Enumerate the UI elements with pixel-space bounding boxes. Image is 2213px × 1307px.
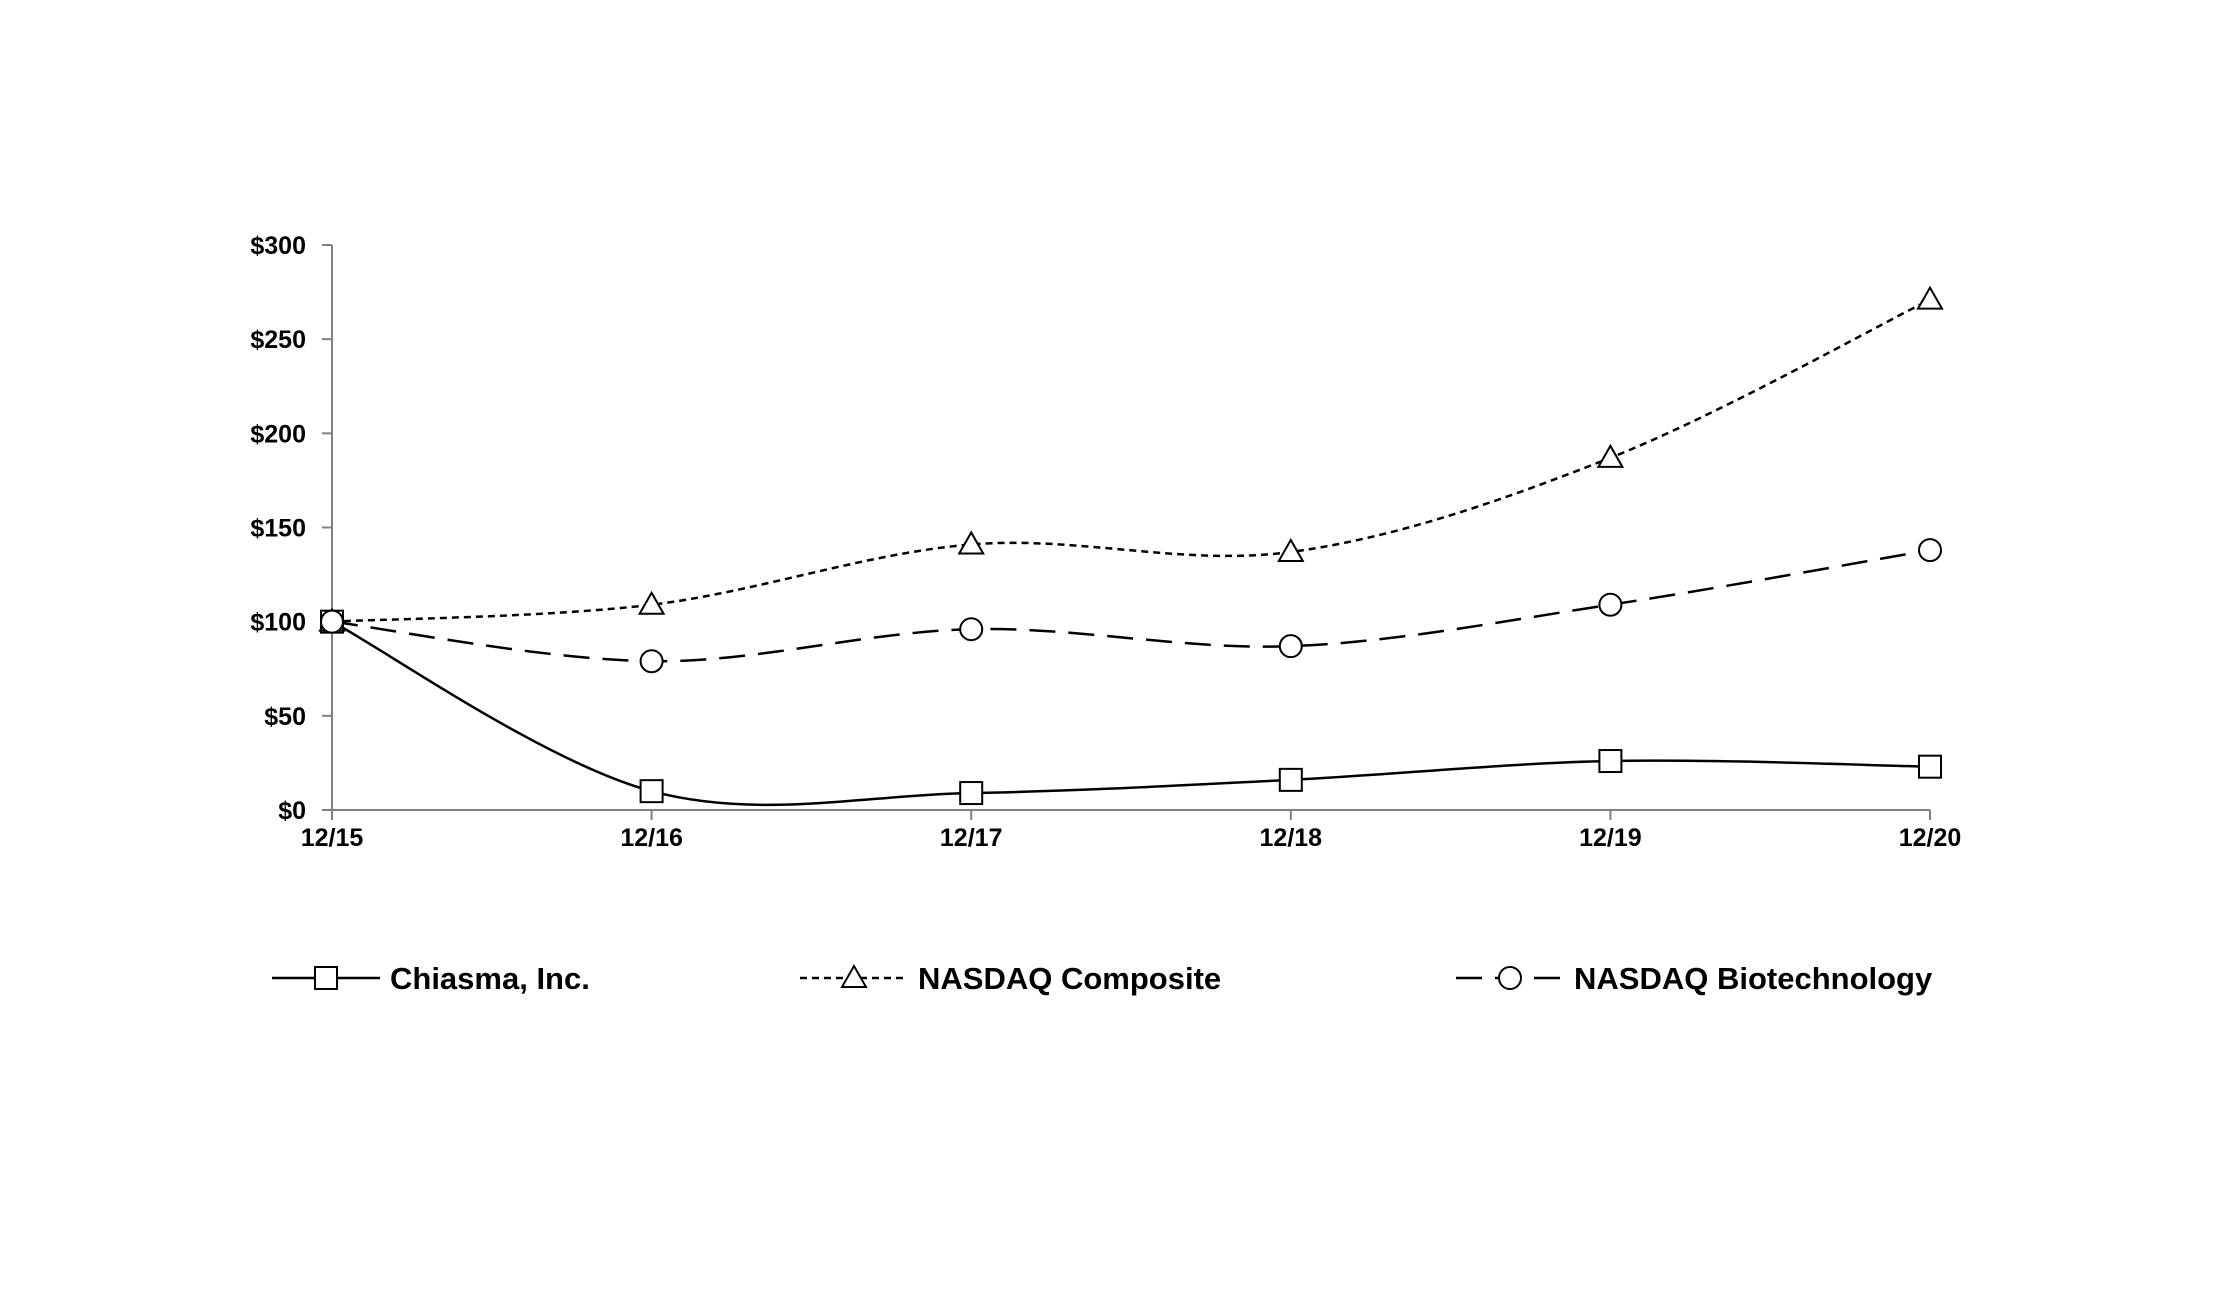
series-line-nasdaq-biotechnology [331, 548, 1931, 663]
point-chiasma-12-20 [1918, 754, 1942, 779]
y-tick-label: $150 [250, 515, 306, 543]
y-tick-label: $50 [264, 703, 306, 731]
point-nasdaq-biotechnology-12-17 [959, 617, 984, 642]
point-chiasma-12-19 [1598, 749, 1623, 774]
point-chiasma-12-18 [1278, 767, 1303, 792]
legend: Chiasma, Inc. NASDAQ Composite NASDAQ Biot… [272, 961, 1933, 996]
point-nasdaq-biotechnology-12-20 [1918, 538, 1942, 563]
x-axis-tick-labels: 12/15 12/16 12/17 12/18 12/19 12/20 [301, 824, 1962, 852]
legend-marker-nasdaq-composite [840, 963, 868, 988]
y-tick-label: $250 [250, 326, 306, 354]
point-nasdaq-biotechnology-12-15 [320, 609, 344, 634]
point-chiasma-12-17 [959, 781, 984, 806]
x-tick-label: 12/20 [1899, 824, 1962, 852]
y-axis-tick-labels: $0 $50 $100 $150 $200 $250 $300 [250, 232, 306, 825]
chart-axes [322, 244, 1931, 820]
x-tick-label: 12/16 [620, 824, 683, 852]
point-nasdaq-composite-12-19 [1596, 443, 1625, 468]
x-tick-label: 12/15 [301, 824, 364, 852]
series-lines [331, 298, 1931, 807]
point-nasdaq-biotechnology-12-18 [1278, 634, 1303, 659]
y-tick-label: $0 [278, 797, 306, 825]
point-nasdaq-composite-12-20 [1916, 285, 1944, 310]
y-tick-label: $100 [250, 609, 306, 637]
x-tick-label: 12/18 [1260, 824, 1323, 852]
x-tick-label: 12/17 [940, 824, 1003, 852]
point-nasdaq-composite-12-16 [637, 590, 666, 615]
point-nasdaq-biotechnology-12-19 [1598, 592, 1623, 617]
point-nasdaq-composite-12-18 [1277, 537, 1305, 562]
point-nasdaq-composite-12-17 [957, 530, 985, 555]
point-nasdaq-biotechnology-12-16 [639, 649, 664, 674]
y-tick-label: $300 [250, 232, 306, 260]
legend-marker-nasdaq-biotechnology [1498, 966, 1522, 990]
y-tick-label: $200 [250, 420, 306, 448]
x-tick-label: 12/19 [1579, 824, 1642, 852]
legend-label-nasdaq-composite: NASDAQ Composite [918, 961, 1221, 996]
series-line-nasdaq-composite [331, 298, 1931, 623]
series-markers [318, 285, 1944, 806]
legend-marker-chiasma [314, 966, 338, 990]
series-line-chiasma [331, 620, 1931, 807]
point-chiasma-12-16 [639, 779, 664, 804]
legend-label-chiasma: Chiasma, Inc. [390, 961, 590, 996]
legend-label-nasdaq-biotechnology: NASDAQ Biotechnology [1574, 961, 1933, 996]
